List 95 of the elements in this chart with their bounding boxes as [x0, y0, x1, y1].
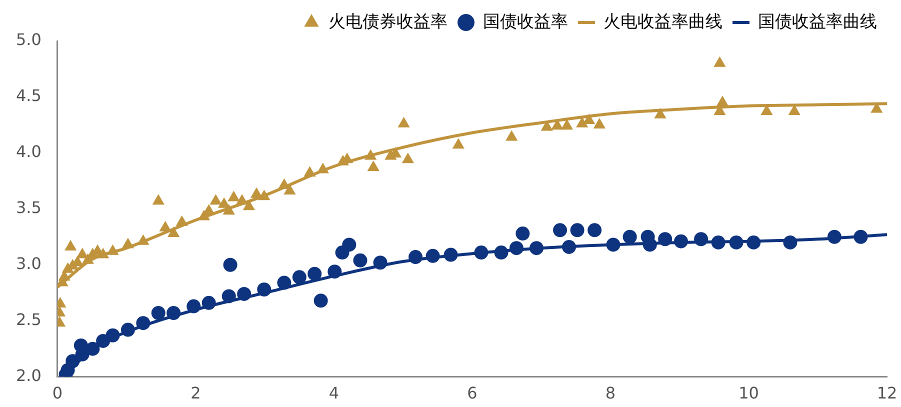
point — [408, 250, 423, 264]
point — [714, 56, 726, 67]
y-tick-label: 4.0 — [16, 142, 42, 162]
y-tick-label: 2.0 — [16, 366, 42, 385]
x-tick-label: 6 — [467, 384, 478, 403]
point — [474, 246, 488, 260]
legend-label: 火电收益率曲线 — [604, 12, 722, 32]
point — [353, 253, 368, 268]
point — [711, 235, 726, 250]
point — [530, 241, 544, 256]
point — [373, 256, 388, 270]
point — [277, 276, 292, 290]
point — [237, 286, 252, 301]
point — [540, 120, 553, 131]
point — [494, 246, 508, 260]
point — [308, 266, 322, 281]
point — [137, 234, 150, 245]
point — [136, 316, 150, 330]
point — [426, 248, 440, 263]
point — [186, 299, 201, 314]
x-tick-label: 2 — [190, 384, 201, 403]
y-tick-label: 3.5 — [16, 198, 42, 218]
point — [304, 166, 316, 177]
point — [258, 190, 270, 200]
point — [106, 328, 120, 342]
point — [76, 248, 88, 258]
point — [86, 342, 100, 356]
point — [367, 160, 380, 171]
point — [509, 241, 524, 256]
point — [516, 226, 530, 241]
point — [622, 230, 637, 244]
point — [398, 116, 410, 128]
legend-label: 国债收益率曲线 — [758, 12, 877, 32]
point — [658, 232, 672, 246]
point — [562, 240, 576, 254]
point — [64, 240, 77, 250]
legend-label: 国债收益率 — [483, 12, 568, 32]
point — [210, 194, 222, 205]
point — [570, 223, 584, 238]
point — [694, 232, 708, 246]
x-tick-label: 10 — [738, 384, 759, 403]
point — [506, 130, 518, 141]
point — [588, 223, 602, 238]
point — [236, 194, 248, 205]
point — [642, 238, 657, 252]
y-tick-label: 5.0 — [16, 30, 42, 50]
point — [444, 248, 458, 262]
point — [222, 204, 235, 215]
point — [606, 238, 620, 252]
x-tick-label: 8 — [605, 384, 616, 403]
point — [120, 322, 135, 337]
point — [729, 235, 744, 250]
point — [66, 354, 80, 368]
point — [166, 306, 181, 320]
point — [553, 223, 568, 238]
point — [168, 226, 180, 238]
point — [152, 194, 164, 205]
point — [202, 296, 216, 310]
x-tick-label: 12 — [876, 384, 898, 403]
point — [342, 238, 356, 252]
point — [242, 200, 255, 210]
y-tick-label: 3.0 — [16, 254, 42, 274]
point — [783, 235, 798, 250]
point — [96, 334, 110, 348]
point — [402, 152, 414, 164]
point — [870, 102, 883, 113]
legend-label: 火电债券收益率 — [328, 12, 448, 32]
point — [674, 234, 688, 248]
x-tick-label: 4 — [328, 384, 340, 403]
point — [328, 264, 342, 279]
point — [106, 244, 119, 255]
point — [716, 96, 729, 106]
point — [316, 162, 329, 174]
point — [854, 230, 868, 244]
point — [292, 270, 306, 284]
point — [223, 258, 238, 272]
point — [746, 235, 761, 250]
point — [176, 215, 188, 226]
point — [452, 138, 464, 149]
point — [827, 230, 842, 244]
y-tick-label: 2.5 — [16, 310, 42, 329]
point — [593, 118, 606, 128]
point — [151, 306, 166, 320]
x-tick-label: 0 — [52, 384, 63, 403]
point — [97, 248, 110, 258]
point — [122, 238, 134, 248]
point — [364, 149, 377, 160]
point — [560, 119, 573, 130]
point — [222, 289, 236, 304]
point — [654, 108, 666, 118]
y-tick-label: 4.5 — [16, 86, 42, 106]
point — [257, 282, 272, 296]
point — [228, 190, 240, 202]
point — [314, 294, 328, 308]
point — [159, 220, 172, 232]
